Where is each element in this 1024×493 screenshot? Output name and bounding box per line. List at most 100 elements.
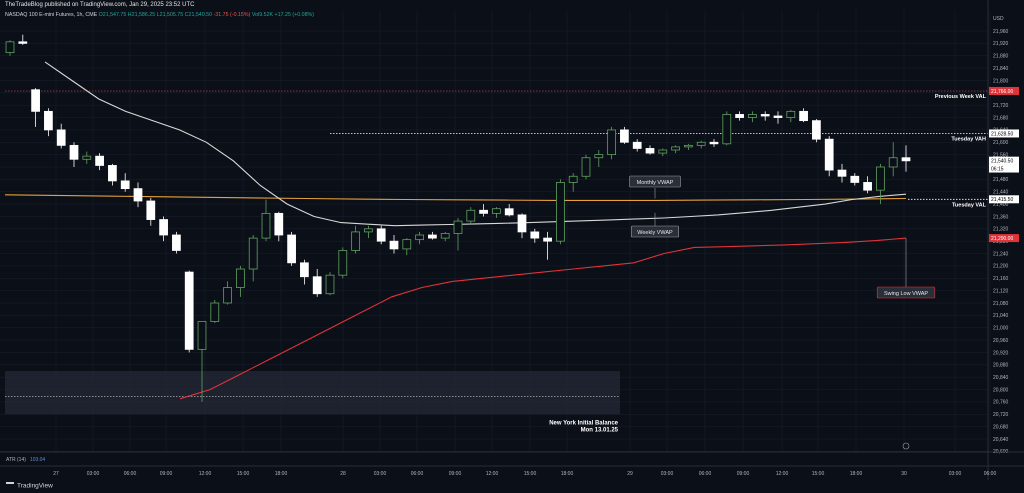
candle-body bbox=[210, 302, 220, 322]
chart-settings-icon[interactable] bbox=[902, 442, 910, 450]
time-tick-label: 12:00 bbox=[486, 471, 499, 477]
candle-body bbox=[568, 175, 578, 183]
price-tick-label: 20,760 bbox=[993, 400, 1009, 406]
open-value: O21,547.75 bbox=[98, 12, 127, 18]
time-tick-label: 18:00 bbox=[850, 471, 863, 477]
candle-body bbox=[184, 271, 194, 350]
time-tick-label: 03:00 bbox=[661, 471, 674, 477]
atr-indicator[interactable]: ATR (14) 103.04 bbox=[6, 457, 45, 463]
high-value: H21,586.25 bbox=[127, 12, 156, 18]
price-tick-label: 21,880 bbox=[993, 54, 1009, 60]
currency-label: USD bbox=[993, 16, 1004, 22]
candle-body bbox=[696, 141, 706, 146]
candle-body bbox=[159, 219, 168, 236]
price-tick-label: 21,480 bbox=[993, 177, 1009, 183]
price-badge bbox=[989, 86, 1019, 95]
price-tick-label: 21,920 bbox=[993, 41, 1009, 47]
candle-body bbox=[530, 231, 540, 239]
time-tick-label: 09:00 bbox=[737, 471, 750, 477]
annotation-box bbox=[876, 286, 936, 299]
candle-body bbox=[274, 212, 284, 236]
price-badge bbox=[989, 129, 1019, 138]
price-badge bbox=[989, 156, 1019, 165]
candle-body bbox=[466, 209, 476, 222]
candle-body bbox=[786, 110, 796, 118]
candle-body bbox=[223, 287, 232, 304]
candle-body bbox=[453, 220, 463, 234]
close-value: C21,540.50 bbox=[184, 12, 213, 18]
candle-body bbox=[389, 240, 399, 250]
price-tick-label: 21,960 bbox=[993, 29, 1009, 35]
time-tick-label: 03:00 bbox=[949, 471, 962, 477]
candle-body bbox=[376, 228, 386, 242]
candle-body bbox=[261, 212, 271, 239]
annotations: Monthly VWAP Weekly VWAP Swing Low VWAP bbox=[629, 175, 936, 299]
volume-change-value: +17.25 (+0.08%) bbox=[274, 12, 315, 18]
candles bbox=[5, 34, 911, 402]
time-tick-label: 29 bbox=[627, 471, 633, 477]
time-tick-label: 18:00 bbox=[561, 471, 574, 477]
candle-body bbox=[69, 144, 79, 160]
weekly-vwap-line bbox=[44, 61, 907, 227]
candle-body bbox=[120, 180, 130, 190]
candle-body bbox=[133, 188, 143, 202]
atr-value: 103.04 bbox=[29, 457, 46, 463]
price-tick-label: 20,640 bbox=[993, 437, 1009, 443]
price-tick-label: 21,600 bbox=[993, 140, 1009, 146]
price-tick-label: 21,040 bbox=[993, 313, 1009, 319]
price-tick-label: 21,840 bbox=[993, 66, 1009, 72]
level-label: Tuesday VAL bbox=[952, 202, 987, 208]
candle-body bbox=[888, 157, 898, 168]
candle-body bbox=[773, 115, 783, 118]
candle-body bbox=[504, 208, 514, 216]
candle-body bbox=[492, 208, 501, 214]
price-tick-label: 21,240 bbox=[993, 251, 1009, 257]
candle-body bbox=[428, 234, 437, 239]
level-label: Previous Week VAL bbox=[935, 94, 987, 100]
price-badge-label: 21,290.00 bbox=[991, 236, 1013, 242]
candle-body bbox=[31, 89, 40, 112]
candle-body bbox=[684, 144, 693, 148]
price-tick-label: 21,200 bbox=[993, 264, 1009, 270]
candle-body bbox=[671, 146, 680, 151]
time-tick-label: 09:00 bbox=[449, 471, 462, 477]
low-value: L21,505.75 bbox=[156, 12, 184, 18]
candle-body bbox=[722, 114, 732, 145]
candle-body bbox=[108, 165, 117, 182]
vwap-lines bbox=[4, 61, 907, 400]
candle-body bbox=[645, 148, 655, 154]
time-tick-label: 15:00 bbox=[237, 471, 250, 477]
candle-body bbox=[876, 166, 885, 191]
publisher-line: TheTradeBlog published on TradingView.co… bbox=[5, 2, 195, 8]
price-tick-label: 21,080 bbox=[993, 301, 1009, 307]
price-tick-label: 21,320 bbox=[993, 227, 1009, 233]
time-tick-label: 03:00 bbox=[374, 471, 387, 477]
candle-body bbox=[760, 114, 770, 117]
candle-body bbox=[287, 234, 296, 264]
price-tick-label: 21,680 bbox=[993, 115, 1009, 121]
candle-body bbox=[850, 175, 860, 183]
price-tick-label: 21,440 bbox=[993, 190, 1009, 196]
atr-label: ATR (14) bbox=[6, 457, 26, 463]
time-axis[interactable]: 27 03:00 06:00 09:00 12:00 15:00 18:00 28 03:00 0… bbox=[0, 442, 1024, 477]
candle-body bbox=[95, 155, 104, 166]
level-label: Tuesday VAH bbox=[951, 136, 986, 142]
candle-body bbox=[735, 114, 744, 118]
change-value: -31.75 (-0.15%) bbox=[213, 12, 251, 18]
time-tick-label: 15:00 bbox=[524, 471, 537, 477]
time-tick-label: 30 bbox=[901, 471, 907, 477]
price-badge bbox=[989, 234, 1019, 243]
balance-zone-rect bbox=[5, 371, 620, 415]
candle-body bbox=[146, 200, 156, 220]
candle-body bbox=[594, 154, 604, 159]
brand-text: TradingView bbox=[17, 482, 53, 490]
candle-body bbox=[901, 157, 911, 162]
time-tick-label: 12:00 bbox=[199, 471, 212, 477]
symbol-legend: NASDAQ 100 E-mini Futures, 1h, CME O21,5… bbox=[5, 12, 314, 18]
time-tick-label: 06:00 bbox=[984, 471, 997, 477]
monthly-vwap-line bbox=[4, 194, 907, 201]
candle-body bbox=[325, 274, 335, 295]
candle-body bbox=[172, 234, 181, 251]
